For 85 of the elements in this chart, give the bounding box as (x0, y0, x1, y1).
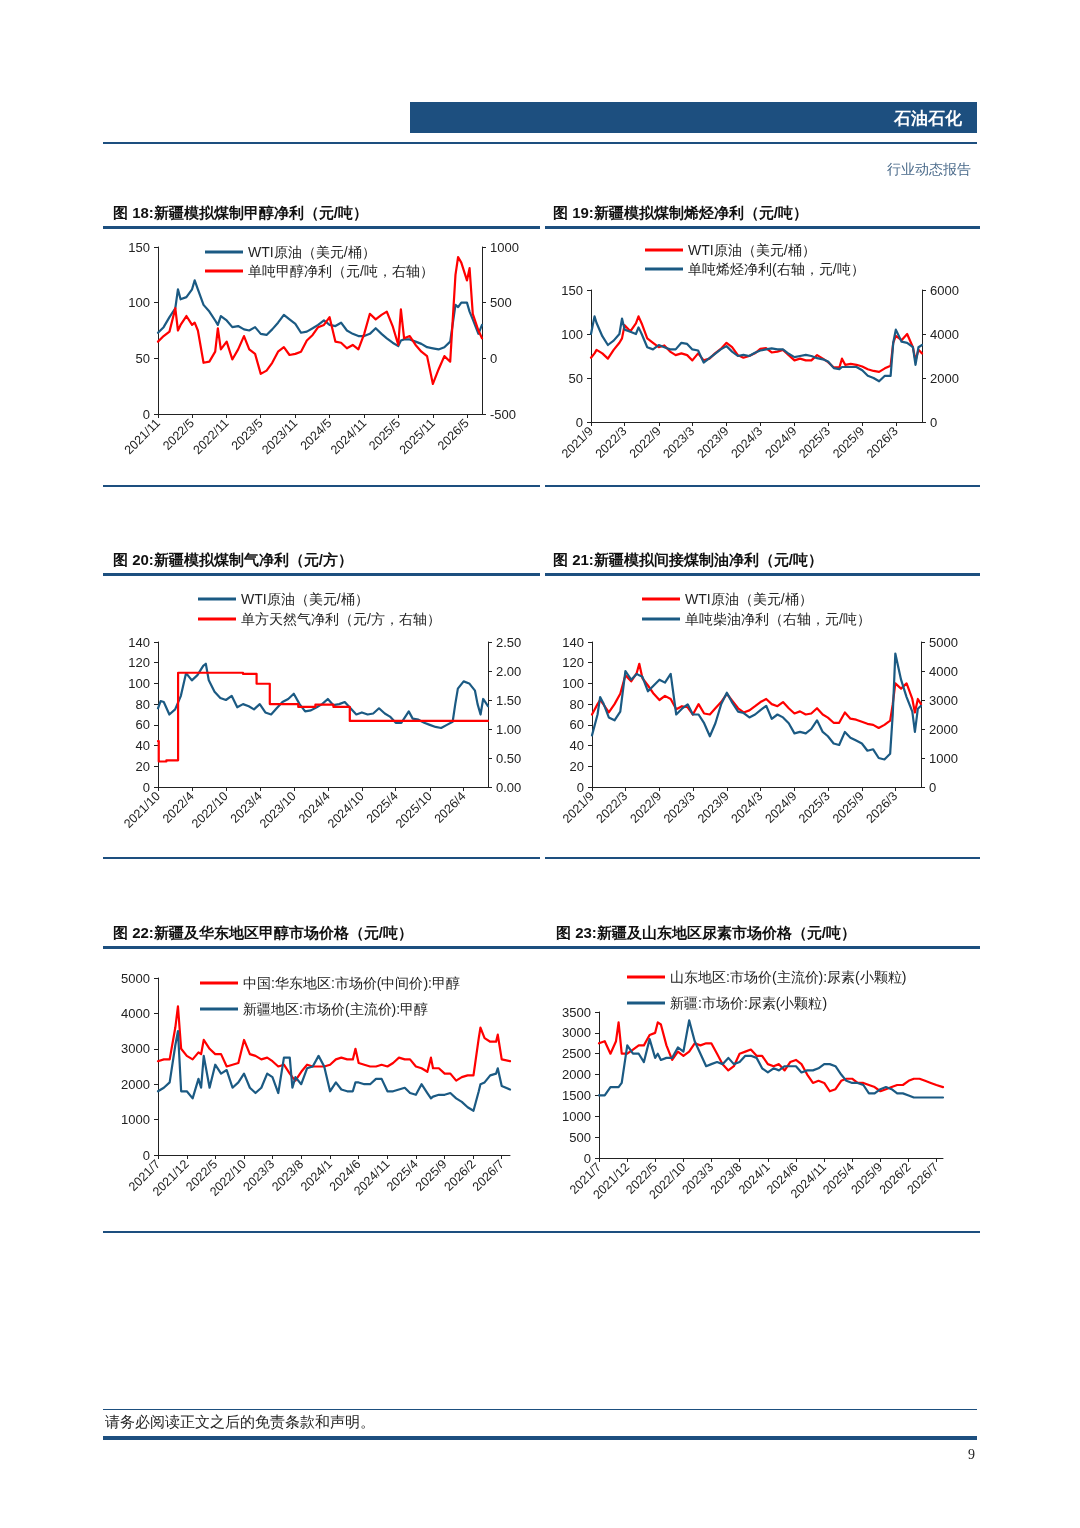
legend-label: 单方天然气净利（元/方，右轴） (241, 611, 441, 627)
y-tick-label: 50 (568, 370, 583, 386)
text: 行业动态报告 (887, 160, 971, 178)
y2-tick-label: 1000 (490, 239, 519, 255)
y-tick-label: 120 (128, 655, 150, 671)
y-tick-label: 60 (135, 717, 150, 733)
y-tick-label: 80 (135, 696, 150, 712)
legend-label: 单吨甲醇净利（元/吨，右轴） (248, 263, 434, 279)
chart-title: 图 21:新疆模拟间接煤制油净利（元/吨） (553, 551, 824, 569)
y2-tick-label: 0.00 (496, 779, 522, 795)
chart-title: 图 18:新疆模拟煤制甲醇净利（元/吨） (113, 204, 369, 222)
y-tick-label: 4000 (121, 1005, 150, 1021)
y-tick-label: 0 (142, 1147, 150, 1163)
y-tick-label: 120 (562, 655, 584, 671)
legend-label: WTI原油（美元/桶） (248, 244, 376, 260)
y-tick-label: 2500 (562, 1046, 591, 1062)
y-tick-label: 20 (135, 758, 150, 774)
y-tick-label: 2000 (121, 1076, 150, 1092)
y-tick-label: 0 (142, 779, 150, 795)
y2-tick-label: 0 (930, 414, 938, 430)
y-tick-label: 5000 (121, 970, 150, 986)
y-tick-label: 1500 (562, 1087, 591, 1103)
y-tick-label: 0 (583, 1150, 591, 1166)
y2-tick-label: 0.50 (496, 750, 522, 766)
legend-label: 单吨柴油净利（右轴，元/吨） (685, 611, 871, 627)
legend-label: WTI原油（美元/桶） (685, 591, 813, 607)
y-tick-label: 3000 (121, 1041, 150, 1057)
line-series (590, 662, 923, 730)
legend-label: WTI原油（美元/桶） (688, 242, 816, 258)
y2-tick-label: 6000 (930, 282, 959, 298)
y-tick-label: 40 (569, 738, 584, 754)
y2-tick-label: -500 (490, 406, 517, 422)
legend-label: 新疆:市场价:尿素(小颗粒) (670, 995, 828, 1011)
line-series (156, 662, 490, 730)
y-tick-label: 140 (562, 634, 584, 650)
y-tick-label: 100 (128, 675, 150, 691)
y-tick-label: 0 (142, 406, 150, 422)
legend-label: 新疆地区:市场价(主流价):甲醇 (243, 1001, 429, 1017)
y-tick-label: 50 (135, 350, 150, 366)
text: 石油石化 (894, 109, 962, 129)
y2-tick-label: 1000 (929, 750, 958, 766)
y2-tick-label: 1.00 (496, 721, 522, 737)
y-tick-label: 3000 (562, 1025, 591, 1041)
y-tick-label: 1000 (562, 1108, 591, 1124)
chart-title: 图 23:新疆及山东地区尿素市场价格（元/吨） (556, 924, 857, 942)
y-tick-label: 2000 (562, 1067, 591, 1083)
y2-tick-label: 2000 (929, 721, 958, 737)
legend-label: 单吨烯烃净利(右轴，元/吨） (688, 261, 865, 277)
y-tick-label: 80 (569, 696, 584, 712)
y-tick-label: 3500 (562, 1004, 591, 1020)
y2-tick-label: 2000 (930, 370, 959, 386)
text: 9 (968, 1447, 975, 1463)
y-tick-label: 1000 (121, 1112, 150, 1128)
y-tick-label: 150 (128, 239, 150, 255)
y-tick-label: 140 (128, 634, 150, 650)
y2-tick-label: 2.50 (496, 634, 522, 650)
line-series (590, 652, 923, 761)
chart-title: 图 19:新疆模拟煤制烯烃净利（元/吨） (553, 204, 809, 222)
legend-label: 中国:华东地区:市场价(中间价):甲醇 (243, 975, 460, 991)
y-tick-label: 0 (576, 779, 584, 795)
y2-tick-label: 2.00 (496, 663, 522, 679)
legend-label: WTI原油（美元/桶） (241, 591, 369, 607)
y-tick-label: 40 (135, 738, 150, 754)
text: 请务必阅读正文之后的免责条款和声明。 (105, 1413, 375, 1431)
y2-tick-label: 500 (490, 295, 512, 311)
chart-title: 图 20:新疆模拟煤制气净利（元/方） (113, 551, 354, 569)
y-tick-label: 0 (575, 414, 583, 430)
y-tick-label: 60 (569, 717, 584, 733)
y2-tick-label: 5000 (929, 634, 958, 650)
y2-tick-label: 0 (490, 350, 498, 366)
y-tick-label: 500 (569, 1129, 591, 1145)
y2-tick-label: 0 (929, 779, 937, 795)
y-tick-label: 20 (569, 758, 584, 774)
y2-tick-label: 4000 (929, 663, 958, 679)
chart-title: 图 22:新疆及华东地区甲醇市场价格（元/吨） (113, 924, 414, 942)
y2-tick-label: 1.50 (496, 692, 522, 708)
y-tick-label: 100 (562, 675, 584, 691)
line-series (156, 1030, 512, 1112)
y-tick-label: 100 (561, 326, 583, 342)
line-series (156, 279, 484, 351)
y2-tick-label: 3000 (929, 692, 958, 708)
legend-label: 山东地区:市场价(主流价):尿素(小颗粒) (670, 969, 907, 985)
y-tick-label: 150 (561, 282, 583, 298)
y2-tick-label: 4000 (930, 326, 959, 342)
y-tick-label: 100 (128, 295, 150, 311)
